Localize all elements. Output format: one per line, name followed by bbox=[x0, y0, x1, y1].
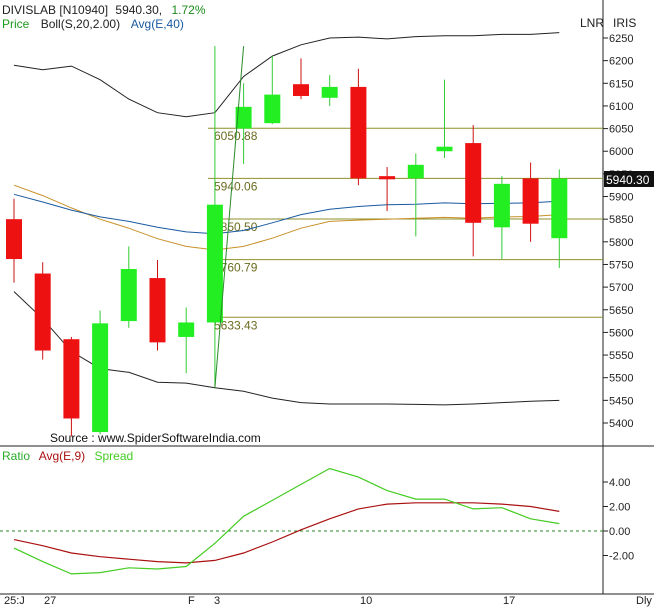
price-tick-label: 5600 bbox=[609, 327, 633, 339]
price-tick-label: 6150 bbox=[609, 78, 633, 90]
price-tick-label: 5450 bbox=[609, 395, 633, 407]
price-tick-label: 5500 bbox=[609, 373, 633, 385]
price-tick-label: 5850 bbox=[609, 214, 633, 226]
candle-up bbox=[92, 323, 109, 433]
price-tick-label: 5900 bbox=[609, 192, 633, 204]
price-tick-label: 6000 bbox=[609, 146, 633, 158]
header-line: DIVISLAB [N10940] 5940.30, 1.72% bbox=[2, 3, 206, 17]
ratio-line bbox=[13, 467, 560, 575]
candle-up bbox=[407, 164, 424, 179]
price-tick-label: 6100 bbox=[609, 101, 633, 113]
time-axis-label: 10 bbox=[360, 595, 372, 607]
candle-up bbox=[551, 178, 568, 239]
candle-down bbox=[465, 143, 482, 223]
ratio-avg-line bbox=[13, 502, 560, 564]
candle-up bbox=[321, 86, 338, 98]
legend-ratio-avg: Avg(E,9) bbox=[39, 449, 85, 463]
price-tick-label: 5550 bbox=[609, 350, 633, 362]
fib-trend-line bbox=[214, 46, 245, 388]
change-value: 1.72% bbox=[171, 3, 205, 17]
candle-up bbox=[493, 183, 510, 228]
candle-down bbox=[63, 339, 80, 419]
legend-spread: Spread bbox=[95, 449, 134, 463]
legend-avg: Avg(E,40) bbox=[131, 17, 184, 31]
ratio-tick-label: -2.00 bbox=[609, 551, 634, 563]
time-axis-label: 17 bbox=[503, 595, 515, 607]
level-label: 5850.50 bbox=[214, 220, 258, 234]
candle-up bbox=[206, 204, 223, 323]
periodicity-label[interactable]: Dly bbox=[636, 595, 652, 607]
price-axis-ticks: 6250620061506100605060005950590058505800… bbox=[603, 33, 633, 430]
ratio-tick-label: 0.00 bbox=[609, 526, 630, 538]
level-label: 5633.43 bbox=[214, 318, 258, 332]
last-price-tag: 5940.30 bbox=[606, 173, 650, 187]
time-axis-labels: 25:J 27 F 3 10 17 bbox=[4, 595, 515, 607]
candle-down bbox=[293, 84, 309, 96]
time-axis-label: 27 bbox=[44, 595, 56, 607]
candle-down bbox=[34, 273, 51, 351]
candle-up bbox=[178, 322, 195, 337]
legend-ratio: Ratio bbox=[2, 449, 30, 463]
candle-up bbox=[264, 94, 281, 124]
boll-upper-line bbox=[13, 32, 560, 118]
source-label: Source : www.SpiderSoftwareIndia.com bbox=[50, 431, 261, 445]
candle-down bbox=[149, 278, 166, 343]
candles bbox=[6, 46, 568, 437]
price-tick-label: 5400 bbox=[609, 418, 633, 430]
candle-up bbox=[120, 269, 137, 322]
scale-lnr[interactable]: LNR bbox=[580, 16, 604, 30]
symbol-label: DIVISLAB [N10940] bbox=[2, 3, 108, 17]
trend-line bbox=[214, 46, 245, 388]
price-tick-label: 5800 bbox=[609, 237, 633, 249]
ratio-tick-label: 4.00 bbox=[609, 477, 630, 489]
candle-down bbox=[522, 178, 539, 224]
legend-line: Price Boll(S,20,2.00) Avg(E,40) bbox=[2, 17, 184, 31]
price-tick-label: 5650 bbox=[609, 305, 633, 317]
price-tick-label: 6050 bbox=[609, 124, 633, 136]
candle-down bbox=[6, 219, 22, 260]
ratio-tick-label: 2.00 bbox=[609, 502, 630, 514]
time-axis-label: 3 bbox=[214, 595, 220, 607]
time-axis-label: 25:J bbox=[4, 595, 25, 607]
candle-down bbox=[379, 176, 396, 180]
price-tick-label: 6200 bbox=[609, 56, 633, 68]
price-tick-label: 5700 bbox=[609, 282, 633, 294]
scale-iris[interactable]: IRIS bbox=[613, 16, 636, 30]
price-value: 5940.30, bbox=[115, 3, 162, 17]
ratio-panel: 4.00 2.00 0.00 -2.00 bbox=[13, 467, 634, 575]
price-tick-label: 6250 bbox=[609, 33, 633, 45]
level-label: 5940.06 bbox=[214, 179, 258, 193]
legend-boll: Boll(S,20,2.00) bbox=[41, 17, 120, 31]
candle-up bbox=[436, 146, 453, 152]
last-price-tag-bg bbox=[604, 171, 654, 187]
time-axis-label: F bbox=[188, 595, 195, 607]
price-tick-label: 5750 bbox=[609, 259, 633, 271]
candle-up bbox=[235, 106, 252, 129]
lower-legend: Ratio Avg(E,9) Spread bbox=[2, 449, 133, 463]
legend-price: Price bbox=[2, 17, 30, 31]
candle-down bbox=[350, 86, 367, 179]
